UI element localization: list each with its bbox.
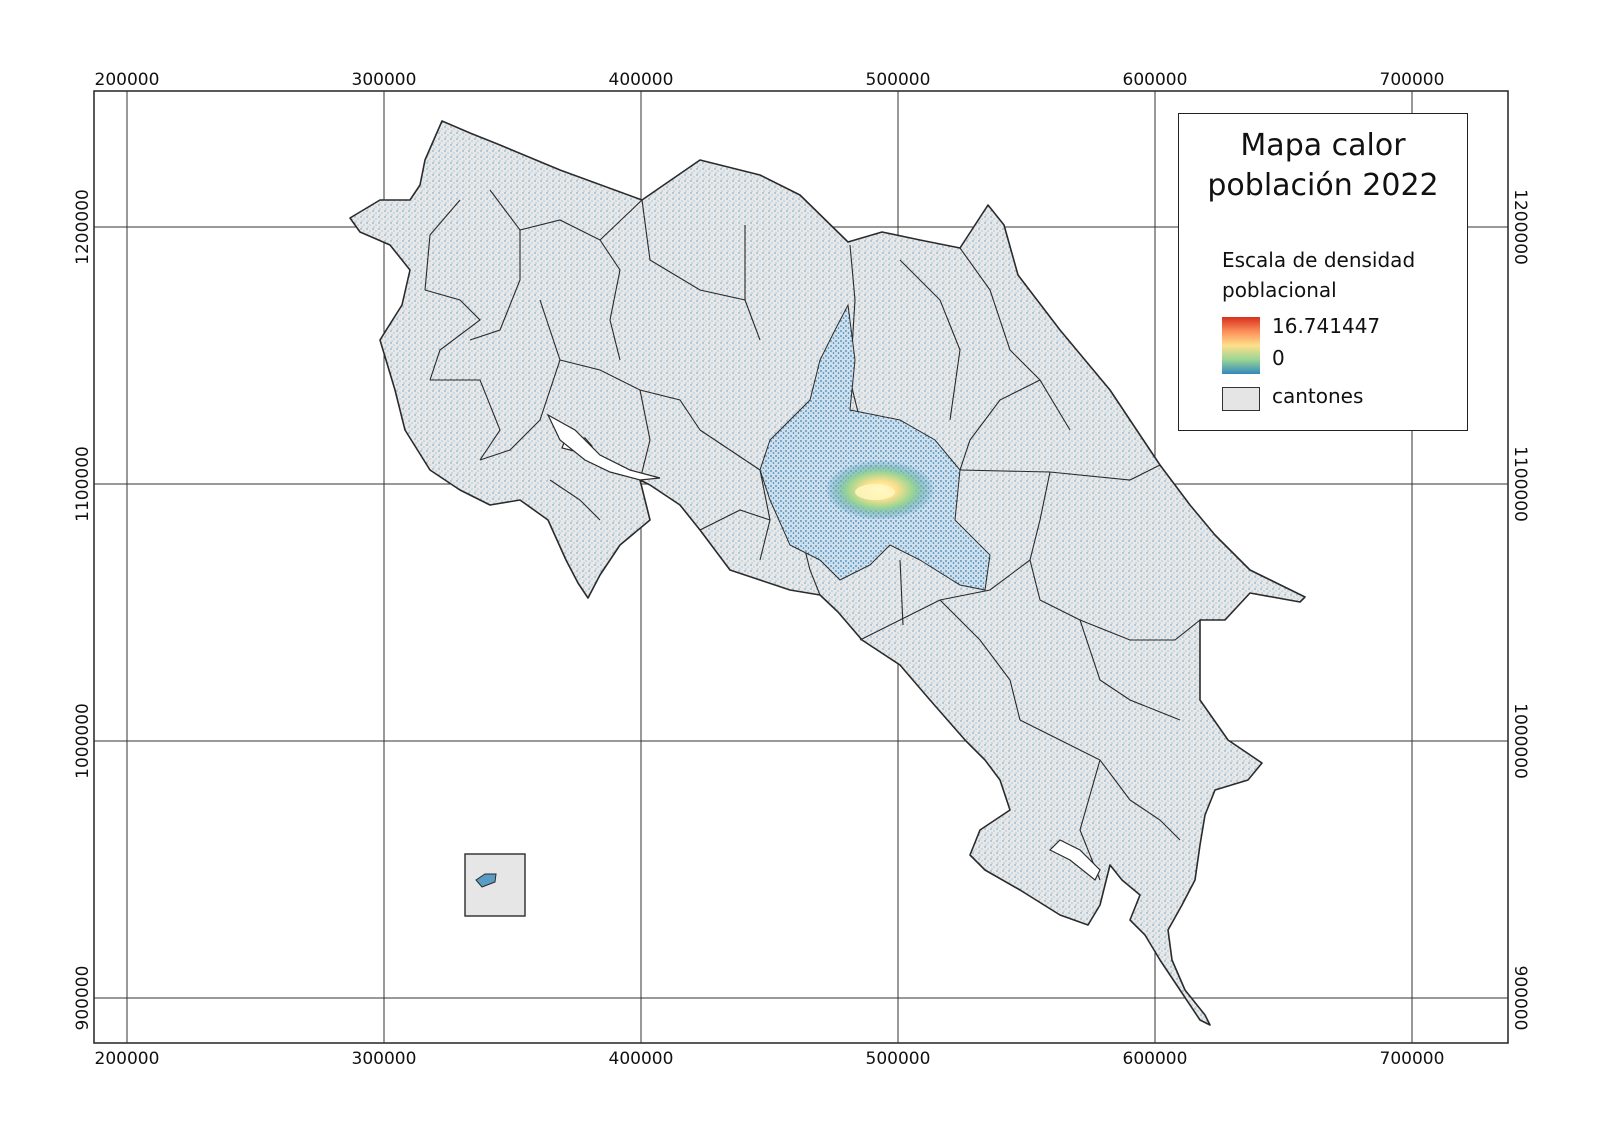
y-tick-right-2: 1000000 xyxy=(1510,703,1530,779)
y-tick-left-0: 1200000 xyxy=(73,189,93,265)
y-tick-labels-left: 1200000 1100000 1000000 900000 xyxy=(73,189,93,1030)
y-tick-labels-right: 1200000 1100000 1000000 900000 xyxy=(1510,189,1530,1030)
y-tick-right-0: 1200000 xyxy=(1510,189,1530,265)
x-tick-bottom-1: 300000 xyxy=(352,1049,417,1069)
x-tick-labels-top: 200000 300000 400000 500000 600000 70000… xyxy=(95,70,1445,90)
ramp-max-label: 16.741447 xyxy=(1272,314,1381,338)
gulf-nicoya xyxy=(546,413,661,481)
cantones-layer[interactable] xyxy=(349,120,1306,1026)
density-color-ramp xyxy=(1222,317,1260,374)
x-tick-bottom-4: 600000 xyxy=(1123,1049,1188,1069)
cantones-label: cantones xyxy=(1272,384,1364,408)
x-tick-top-5: 700000 xyxy=(1380,70,1445,90)
legend-title-line2: población 2022 xyxy=(1207,168,1439,203)
y-tick-left-2: 1000000 xyxy=(73,703,93,779)
y-tick-right-1: 1100000 xyxy=(1510,446,1530,522)
golfo-dulce xyxy=(1048,839,1101,881)
cocos-island-inset[interactable] xyxy=(464,853,526,917)
x-tick-top-1: 300000 xyxy=(352,70,417,90)
x-tick-labels-bottom: 200000 300000 400000 500000 600000 70000… xyxy=(95,1049,1445,1069)
legend-title-line1: Mapa calor xyxy=(1240,128,1406,163)
y-tick-right-3: 900000 xyxy=(1510,966,1530,1031)
x-tick-bottom-3: 500000 xyxy=(866,1049,931,1069)
legend-subtitle: Escala de densidad poblacional xyxy=(1222,245,1415,305)
legend-subtitle-line1: Escala de densidad xyxy=(1222,248,1416,272)
legend-subtitle-line2: poblacional xyxy=(1222,278,1337,302)
central-density-region xyxy=(759,303,991,591)
x-tick-bottom-2: 400000 xyxy=(609,1049,674,1069)
x-tick-bottom-5: 700000 xyxy=(1380,1049,1445,1069)
ramp-min-label: 0 xyxy=(1272,346,1285,370)
canton-boundaries xyxy=(424,189,1201,881)
x-tick-bottom-0: 200000 xyxy=(95,1049,160,1069)
y-tick-left-3: 900000 xyxy=(73,966,93,1031)
x-tick-top-4: 600000 xyxy=(1123,70,1188,90)
x-tick-top-2: 400000 xyxy=(609,70,674,90)
x-tick-top-3: 500000 xyxy=(866,70,931,90)
population-hotspot-core xyxy=(855,484,895,500)
legend-title: Mapa calor población 2022 xyxy=(1179,126,1467,206)
map-legend: Mapa calor población 2022 Escala de dens… xyxy=(1178,113,1468,431)
cocos-island xyxy=(475,873,497,888)
y-tick-left-1: 1100000 xyxy=(73,446,93,522)
cantones-swatch xyxy=(1222,387,1260,411)
country-mainland[interactable] xyxy=(349,120,1306,1026)
x-tick-top-0: 200000 xyxy=(95,70,160,90)
